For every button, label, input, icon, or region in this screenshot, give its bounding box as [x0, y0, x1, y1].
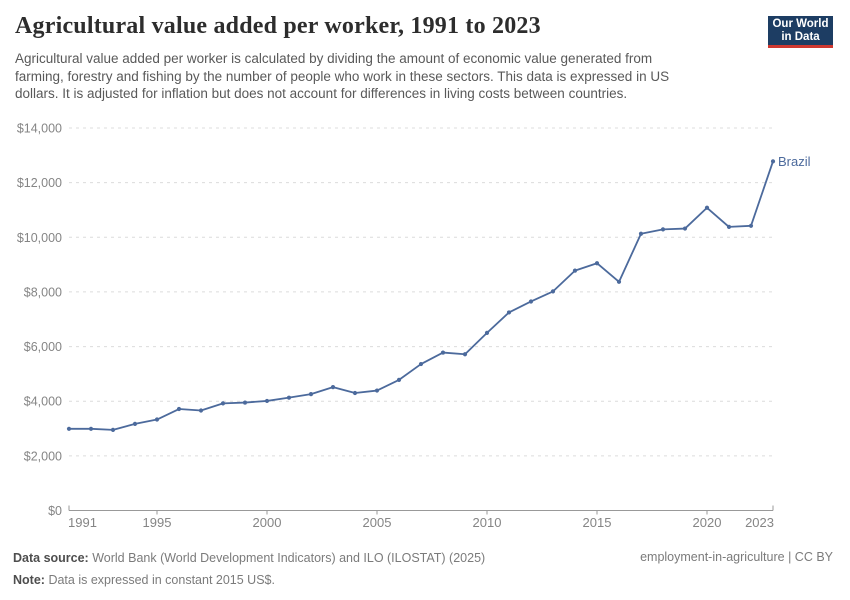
note-text: Data is expressed in constant 2015 US$.	[48, 572, 275, 587]
page-title: Agricultural value added per worker, 199…	[15, 13, 541, 39]
data-point	[374, 388, 380, 393]
data-point	[110, 427, 116, 433]
series-line-brazil	[68, 160, 774, 431]
y-axis-tick-label: $12,000	[17, 176, 62, 190]
x-axis-tick-label: 2023	[745, 515, 774, 530]
data-point	[462, 352, 468, 357]
x-axis-tick-label: 1991	[68, 515, 97, 530]
owid-logo-line1: Our World	[772, 18, 829, 30]
data-point	[748, 223, 754, 228]
data-point	[88, 426, 94, 431]
data-point	[352, 390, 358, 396]
chart-footer: Data source: World Bank (World Developme…	[13, 548, 485, 591]
data-point	[660, 227, 666, 232]
y-axis-tick-label: $14,000	[17, 122, 62, 136]
data-point	[308, 392, 314, 397]
data-point	[440, 350, 446, 355]
data-point	[704, 205, 710, 210]
chart-subtitle: Agricultural value added per worker is c…	[15, 50, 669, 103]
owid-logo-line2: in Data	[781, 31, 820, 43]
x-axis-tick-label: 2020	[693, 515, 722, 530]
y-axis-tick-label: $4,000	[24, 395, 62, 409]
data-point	[396, 377, 402, 383]
data-point	[176, 406, 182, 412]
x-axis-tick-label: 2010	[473, 515, 502, 530]
data-point	[264, 398, 270, 404]
subtitle-line: dollars. It is adjusted for inflation bu…	[15, 86, 628, 102]
data-point	[198, 408, 204, 413]
series-end-label: Brazil	[778, 154, 811, 169]
note-line: Note: Data is expressed in constant 2015…	[13, 570, 485, 592]
data-point	[418, 361, 424, 367]
data-source-label: Data source:	[13, 551, 89, 565]
y-axis-tick-label: $10,000	[17, 231, 62, 245]
data-point	[682, 226, 688, 231]
data-point	[154, 417, 160, 422]
data-point	[330, 385, 336, 390]
data-point	[286, 395, 292, 400]
data-point	[506, 310, 512, 315]
note-label: Note:	[13, 572, 45, 587]
data-point	[550, 289, 556, 294]
data-point	[572, 268, 578, 273]
attribution: employment-in-agriculture | CC BY	[640, 550, 833, 564]
data-point	[770, 159, 776, 164]
y-axis-tick-label: $0	[48, 504, 62, 518]
data-source-text: World Bank (World Development Indicators…	[92, 551, 486, 565]
data-point	[66, 426, 72, 431]
x-axis-tick-label: 2005	[363, 515, 392, 530]
data-point	[484, 330, 490, 336]
subtitle-line: farming, forestry and fishing by the num…	[15, 68, 670, 84]
x-axis-tick-label: 2000	[253, 515, 282, 530]
y-axis-tick-label: $6,000	[24, 340, 62, 354]
subtitle-line: Agricultural value added per worker is c…	[15, 51, 653, 66]
y-axis-tick-label: $2,000	[24, 449, 62, 463]
owid-logo: Our World in Data	[768, 16, 833, 48]
data-point	[726, 224, 732, 230]
y-axis-tick-label: $8,000	[24, 285, 62, 299]
data-point	[220, 401, 226, 406]
data-point	[132, 421, 138, 426]
x-axis-tick-label: 2015	[583, 515, 612, 530]
data-source-line: Data source: World Bank (World Developme…	[13, 548, 485, 570]
x-axis-tick-label: 1995	[143, 515, 172, 530]
data-point	[242, 400, 248, 405]
data-point	[616, 279, 622, 284]
data-point	[638, 231, 644, 236]
data-point	[594, 261, 600, 266]
data-point	[528, 299, 534, 304]
